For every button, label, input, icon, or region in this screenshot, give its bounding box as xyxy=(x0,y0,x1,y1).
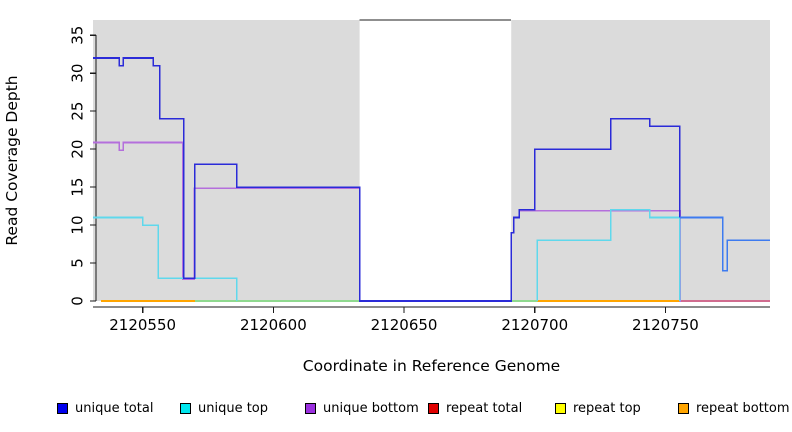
y-tick-label: 15 xyxy=(69,178,87,197)
x-tick-label: 2120700 xyxy=(501,316,568,334)
series-unique-total-seg1 xyxy=(679,216,770,272)
x-tick-label: 2120750 xyxy=(632,316,699,334)
legend-swatch-repeat-top xyxy=(555,402,566,414)
legend-item-repeat-bottom: repeat bottom xyxy=(678,399,790,417)
x-axis-title: Coordinate in Reference Genome xyxy=(303,357,560,375)
legend-swatch-unique-bottom xyxy=(305,402,316,414)
legend-label-unique-bottom: unique bottom xyxy=(323,400,419,416)
legend-label-unique-top: unique top xyxy=(198,400,269,416)
series-unique-total-seg0 xyxy=(93,57,681,302)
legend-swatch-unique-top xyxy=(180,402,191,414)
legend-item-unique-bottom: unique bottom xyxy=(305,399,419,417)
legend-label-repeat-bottom: repeat bottom xyxy=(696,400,790,416)
series-unique-top-seg1 xyxy=(536,209,681,301)
legend-item-repeat-total: repeat total xyxy=(428,399,522,417)
legend-label-unique-total: unique total xyxy=(75,400,154,416)
y-tick-label: 5 xyxy=(69,258,87,268)
legend-swatch-repeat-bottom xyxy=(678,402,689,414)
x-tick-label: 2120650 xyxy=(371,316,438,334)
legend: unique total unique top unique bottom repea… xyxy=(0,399,792,421)
legend-label-repeat-top: repeat top xyxy=(573,400,641,416)
y-tick-label: 0 xyxy=(69,296,87,306)
legend-item-unique-total: unique total xyxy=(57,399,153,417)
x-tick-label: 2120550 xyxy=(109,316,176,334)
y-tick-label: 25 xyxy=(69,102,87,121)
series-unique-top-seg0 xyxy=(93,216,238,301)
y-tick-label: 20 xyxy=(69,140,87,159)
legend-label-repeat-total: repeat total xyxy=(446,400,523,416)
y-tick-label: 30 xyxy=(69,64,87,83)
left-contig-shade xyxy=(93,20,360,301)
legend-item-repeat-top: repeat top xyxy=(555,399,641,417)
legend-swatch-repeat-total xyxy=(428,402,439,414)
y-axis-title: Read Coverage Depth xyxy=(3,75,21,245)
legend-swatch-unique-total xyxy=(57,402,68,414)
right-contig-shade xyxy=(511,20,770,301)
x-tick-label: 2120600 xyxy=(240,316,307,334)
y-tick-label: 35 xyxy=(69,26,87,45)
legend-item-unique-top: unique top xyxy=(180,399,268,417)
y-tick-label: 10 xyxy=(69,216,87,235)
